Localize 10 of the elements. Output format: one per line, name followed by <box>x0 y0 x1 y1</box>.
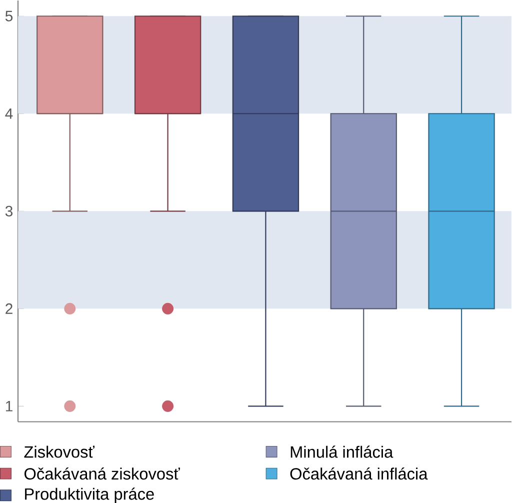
y-tick-label: 5 <box>5 10 13 22</box>
y-tick-label: 3 <box>5 206 13 216</box>
y-tick-label: 1 <box>6 400 12 412</box>
legend-label: Minulá inflácia <box>290 446 394 458</box>
y-tick-label: 2 <box>6 303 12 314</box>
legend-label: Očakávaná ziskovosť <box>24 467 180 480</box>
y-tick-label: 4 <box>5 108 13 119</box>
legend-label: Ziskovosť <box>24 446 95 458</box>
legend-label: Očakávaná inflácia <box>290 467 428 480</box>
legend-label: Produktivita práce <box>25 488 154 503</box>
